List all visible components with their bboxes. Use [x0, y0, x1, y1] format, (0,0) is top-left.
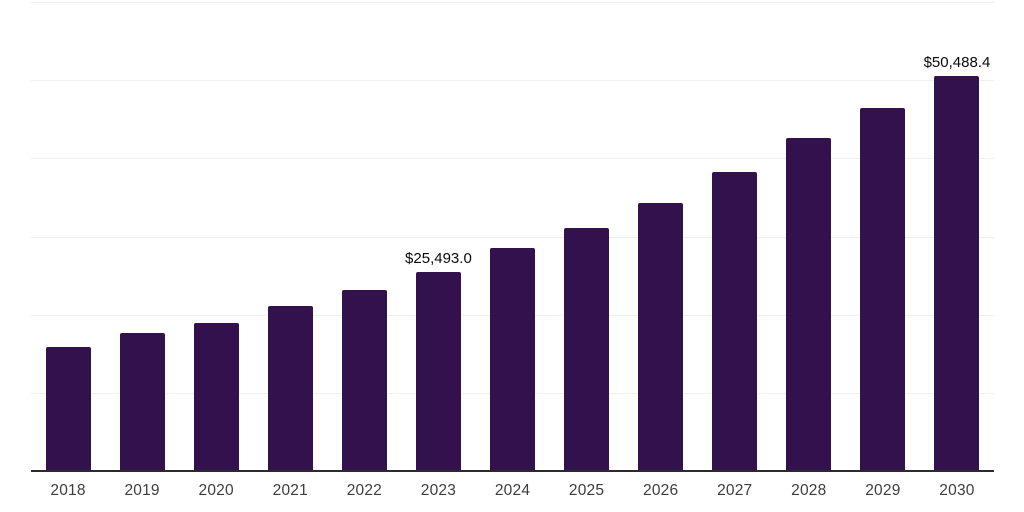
x-tick-label-2023: 2023: [420, 482, 457, 499]
x-tick-label-2025: 2025: [568, 482, 605, 499]
bar-2030[interactable]: [934, 76, 980, 471]
x-tick-label-2020: 2020: [198, 482, 234, 499]
x-tick-label-2027: 2027: [717, 482, 753, 499]
data-label-2023: $25,493.0: [405, 249, 472, 267]
gridline-60000: [31, 2, 994, 3]
bar-2027[interactable]: [712, 171, 758, 471]
gridline-40000: [31, 158, 994, 159]
x-axis-line: [31, 470, 994, 472]
x-tick-label-2022: 2022: [346, 482, 382, 499]
x-tick-label-2030: 2030: [939, 482, 975, 499]
bar-2023[interactable]: [415, 271, 461, 471]
bar-2020[interactable]: [193, 322, 239, 471]
bar-2018[interactable]: [45, 347, 91, 471]
bar-2024[interactable]: [490, 248, 535, 471]
gridline-50000: [31, 80, 994, 81]
data-label-2030: $50,488.4: [923, 54, 991, 72]
bar-2025[interactable]: [564, 227, 610, 471]
x-tick-label-2018: 2018: [50, 482, 86, 499]
x-tick-label-2026: 2026: [642, 482, 679, 499]
bar-2019[interactable]: [119, 333, 165, 471]
x-tick-label-2019: 2019: [124, 482, 160, 499]
bar-2029[interactable]: [860, 107, 906, 471]
bar-2028[interactable]: [786, 138, 832, 471]
bar-2026[interactable]: [638, 202, 684, 471]
x-tick-label-2029: 2029: [865, 482, 901, 499]
bar-2022[interactable]: [341, 290, 387, 471]
x-tick-label-2028: 2028: [791, 482, 827, 499]
x-tick-label-2021: 2021: [272, 482, 308, 499]
x-tick-label-2024: 2024: [494, 482, 531, 499]
bar-2021[interactable]: [267, 305, 313, 471]
gridline-30000: [31, 237, 994, 238]
